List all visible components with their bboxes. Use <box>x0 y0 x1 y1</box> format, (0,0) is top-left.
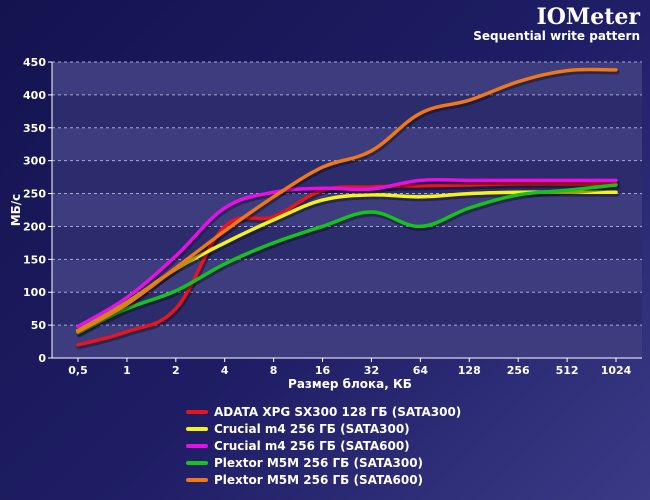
chart-subtitle: Sequential write pattern <box>473 29 640 43</box>
legend-entry-label: ADATA XPG SX300 128 ГБ (SATA300) <box>214 405 461 419</box>
legend-entry-label: Crucial m4 256 ГБ (SATA300) <box>214 422 410 436</box>
series-line-shadow <box>76 184 620 338</box>
grid-lines <box>51 61 642 359</box>
series-lines <box>76 67 620 350</box>
x-tick-label: 32 <box>364 364 379 377</box>
x-tick-label: 4 <box>221 364 229 377</box>
x-tick-label: 64 <box>413 364 429 377</box>
x-tick-label: 128 <box>458 364 481 377</box>
plot-band <box>52 325 642 358</box>
series-line-4 <box>76 183 618 335</box>
plot-band <box>52 292 642 326</box>
plot-band <box>52 127 642 161</box>
y-tick-label: 100 <box>23 286 46 299</box>
chart-title: IOMeter <box>536 4 640 30</box>
y-tick-label: 150 <box>23 253 46 266</box>
x-tick-label: 1024 <box>601 364 632 377</box>
legend: ADATA XPG SX300 128 ГБ (SATA300) Crucial … <box>186 405 461 487</box>
plot-band <box>52 62 642 95</box>
x-axis-ticks: 0,5 1 2 4 8 16 32 64 128 256 512 1024 <box>68 358 632 377</box>
y-tick-label: 350 <box>23 122 46 135</box>
x-tick-label: 512 <box>556 364 579 377</box>
y-tick-label: 50 <box>31 319 47 332</box>
plot-band <box>52 94 642 128</box>
x-axis-label: Размер блока, КБ <box>288 377 412 391</box>
plot-band <box>52 193 642 227</box>
x-tick-label: 0,5 <box>68 364 88 377</box>
legend-entry-label: Crucial m4 256 ГБ (SATA600) <box>214 439 410 453</box>
series-line-shadow <box>76 179 620 331</box>
y-tick-label: 0 <box>38 352 46 365</box>
y-tick-label: 400 <box>23 89 46 102</box>
series-line-3 <box>76 177 618 329</box>
plot-band <box>52 226 642 260</box>
series-line-5 <box>76 67 618 334</box>
plot-bands <box>52 62 642 358</box>
y-tick-label: 200 <box>23 220 46 233</box>
series-line-shadow <box>76 68 620 337</box>
y-axis-ticks: 0 50 100 150 200 250 300 350 400 450 <box>23 56 52 365</box>
legend-entry-label: Plextor M5M 256 ГБ (SATA300) <box>214 456 423 470</box>
y-tick-label: 300 <box>23 155 46 168</box>
x-tick-label: 8 <box>270 364 278 377</box>
x-tick-label: 1 <box>123 364 131 377</box>
y-axis-label: МБ/с <box>9 194 23 227</box>
x-tick-label: 16 <box>315 364 331 377</box>
y-tick-label: 250 <box>23 188 46 201</box>
legend-entry-label: Plextor M5M 256 ГБ (SATA600) <box>214 473 423 487</box>
y-tick-label: 450 <box>23 56 46 69</box>
x-tick-label: 2 <box>172 364 180 377</box>
x-tick-label: 256 <box>507 364 530 377</box>
